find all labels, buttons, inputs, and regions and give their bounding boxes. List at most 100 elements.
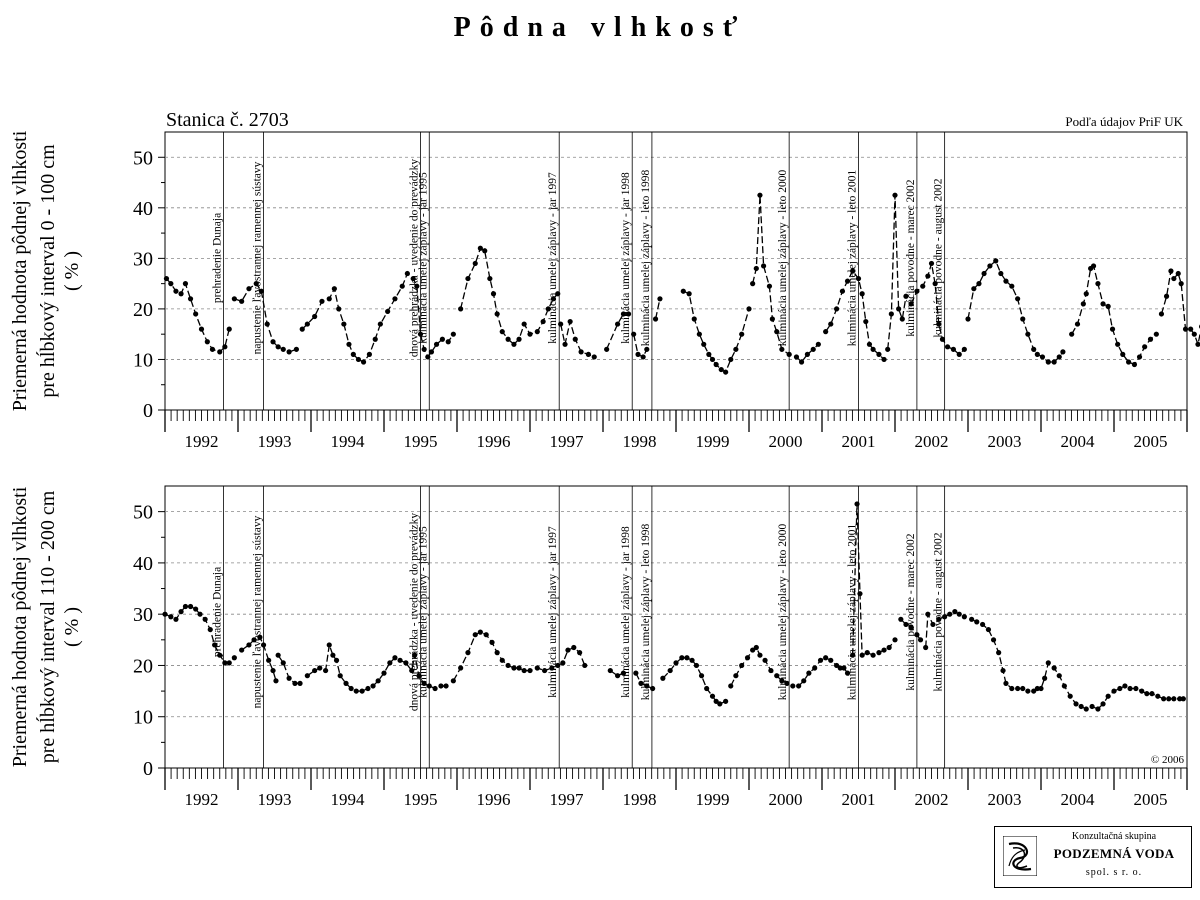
- c2-data-point: [942, 614, 948, 620]
- c1-data-point: [1120, 351, 1126, 357]
- c2-data-point: [527, 667, 533, 674]
- c2-data-point: [898, 616, 904, 622]
- c1-series-line: [633, 334, 648, 358]
- c2-data-point: [693, 662, 700, 669]
- c2-data-point: [1139, 688, 1145, 694]
- c2-data-point: [202, 616, 208, 622]
- c2-x-tick-label: 1992: [185, 790, 219, 809]
- c2-data-point: [684, 655, 690, 661]
- c1-x-tick-label: 1998: [623, 432, 657, 451]
- c2-data-point: [1020, 685, 1026, 692]
- c2-x-tick-label: 1999: [696, 790, 730, 809]
- c2-data-point: [828, 657, 834, 663]
- c2-y-tick-label: 40: [133, 553, 153, 575]
- c2-data-point: [1078, 703, 1084, 710]
- c2-data-point: [187, 603, 194, 610]
- c1-data-point: [876, 351, 882, 357]
- c2-x-tick-label: 2000: [769, 790, 803, 809]
- c2-data-point: [1000, 667, 1006, 674]
- c1-data-point: [774, 329, 780, 335]
- c2-data-point: [403, 660, 409, 666]
- c2-data-point: [1009, 685, 1015, 692]
- c1-data-point: [696, 331, 702, 337]
- c2-data-point: [1155, 693, 1161, 699]
- c1-data-point: [657, 296, 663, 302]
- c2-data-point: [796, 683, 802, 689]
- c1-data-point: [793, 354, 800, 360]
- c1-data-point: [870, 346, 876, 352]
- c2-x-tick-label: 1996: [477, 790, 511, 809]
- c2-data-point: [1122, 683, 1128, 689]
- c1-x-tick-label: 2005: [1134, 432, 1168, 451]
- c1-data-point: [859, 291, 865, 297]
- c1-data-point: [331, 286, 337, 292]
- c1-data-point: [193, 311, 199, 317]
- c1-event-label: kulminácia umelej záplavy - leto 2001: [847, 169, 859, 346]
- c2-data-point: [1105, 693, 1111, 699]
- c2-data-point: [779, 678, 785, 684]
- c1-event-label: kulminácia umelej záplavy - leto 2000: [777, 169, 789, 346]
- c1-data-point: [482, 248, 488, 254]
- c2-x-tick-label: 2002: [915, 790, 949, 809]
- c2-data-point: [1095, 706, 1101, 712]
- c2-data-point: [375, 678, 381, 684]
- c1-data-point: [366, 351, 372, 357]
- c1-data-point: [786, 351, 792, 357]
- c1-data-point: [490, 291, 497, 297]
- c2-data-point: [917, 637, 924, 643]
- c2-data-point: [162, 611, 168, 617]
- c2-data-point: [837, 665, 843, 671]
- c2-data-point: [226, 660, 232, 666]
- c2-data-point: [312, 667, 318, 674]
- c1-data-point: [834, 306, 840, 312]
- c1-data-point: [372, 336, 378, 342]
- c1-y-axis-label: ( % ): [61, 251, 83, 291]
- c1-data-point: [1034, 351, 1040, 357]
- c2-data-point: [560, 660, 566, 666]
- c2-data-point: [1031, 688, 1037, 694]
- c2-data-point: [1177, 696, 1183, 702]
- c1-x-tick-label: 1992: [185, 432, 219, 451]
- c1-data-point: [209, 346, 216, 352]
- c2-data-point: [450, 678, 456, 684]
- c2-data-point: [1061, 683, 1067, 689]
- c2-event-label: kulminácia umelej záplavy - leto 2000: [777, 523, 789, 700]
- c2-data-point: [925, 611, 931, 617]
- c1-data-point: [815, 341, 821, 347]
- c1-data-point: [521, 321, 527, 327]
- c2-data-point: [326, 642, 332, 648]
- c1-data-point: [844, 278, 851, 284]
- c2-data-point: [577, 650, 583, 656]
- c2-data-point: [1042, 675, 1048, 681]
- c2-data-point: [168, 614, 174, 620]
- c2-data-point: [952, 609, 958, 615]
- c1-data-point: [728, 356, 734, 363]
- c2-data-point: [571, 644, 577, 651]
- c1-series-line: [751, 195, 819, 363]
- c1-data-point: [1109, 326, 1116, 332]
- c2-data-point: [432, 685, 438, 692]
- c2-data-point: [980, 621, 986, 628]
- c1-data-point: [713, 361, 719, 368]
- c1-data-point: [686, 291, 692, 297]
- c1-data-point: [410, 275, 416, 282]
- c2-data-point: [689, 657, 695, 663]
- c2-data-point: [823, 655, 829, 661]
- c1-data-point: [1074, 321, 1081, 327]
- c2-x-tick-label: 1993: [258, 790, 292, 809]
- c1-data-point: [562, 341, 568, 347]
- c2-data-point: [1003, 680, 1009, 687]
- c1-data-point: [804, 351, 811, 357]
- c1-data-point: [1080, 301, 1086, 307]
- c1-data-point: [810, 346, 816, 352]
- c1-data-point: [723, 369, 729, 375]
- c2-data-point: [717, 701, 723, 707]
- c1-data-point: [239, 298, 245, 304]
- c1-data-point: [264, 321, 270, 327]
- c2-series-line: [307, 644, 369, 692]
- c1-event-label: dnová prehrádzka - uvedenie do prevádzky: [409, 159, 421, 358]
- c1-data-point: [1039, 354, 1046, 360]
- c1-event-label: napustenie ľavostrannej ramennej sústavy: [252, 161, 264, 354]
- c1-data-point: [572, 336, 578, 342]
- c1-data-point: [1115, 341, 1121, 347]
